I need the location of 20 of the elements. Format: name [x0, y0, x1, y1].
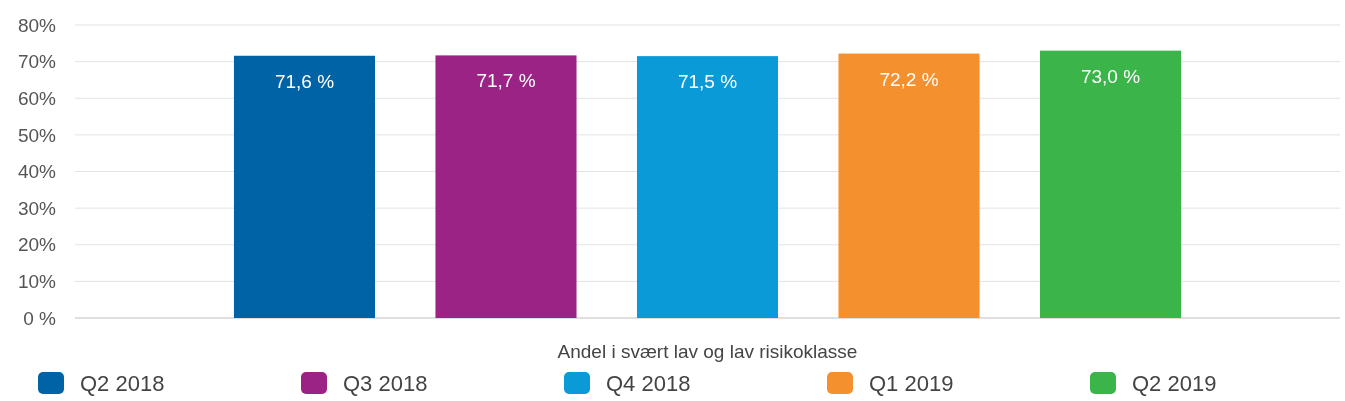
y-tick-label: 60%: [17, 87, 57, 109]
x-tick-label: Andel i svært lav og lav risikoklasse: [557, 341, 858, 362]
data-label: 71,7 %: [476, 70, 536, 92]
data-label: 71,6 %: [274, 70, 335, 92]
legend-label: Q4 2018: [606, 371, 691, 396]
legend-label: Q3 2018: [343, 371, 428, 396]
y-tick-label: 40%: [17, 161, 57, 183]
y-tick-label: 70%: [17, 51, 57, 73]
data-label: 71,5 %: [677, 71, 738, 93]
y-tick-label: 80%: [17, 14, 57, 36]
data-label: 73,0 %: [1080, 65, 1141, 87]
y-tick-label: 20%: [17, 234, 57, 256]
y-tick-label: 50%: [17, 124, 57, 146]
data-label: 72,2 %: [879, 68, 939, 90]
y-tick-label: 30%: [17, 197, 57, 219]
legend-label: Q1 2019: [869, 371, 954, 396]
legend-label: Q2 2019: [1132, 371, 1217, 396]
y-tick-label: 0 %: [23, 307, 57, 329]
y-tick-label: 10%: [17, 271, 57, 293]
legend-label: Q2 2018: [80, 371, 165, 396]
